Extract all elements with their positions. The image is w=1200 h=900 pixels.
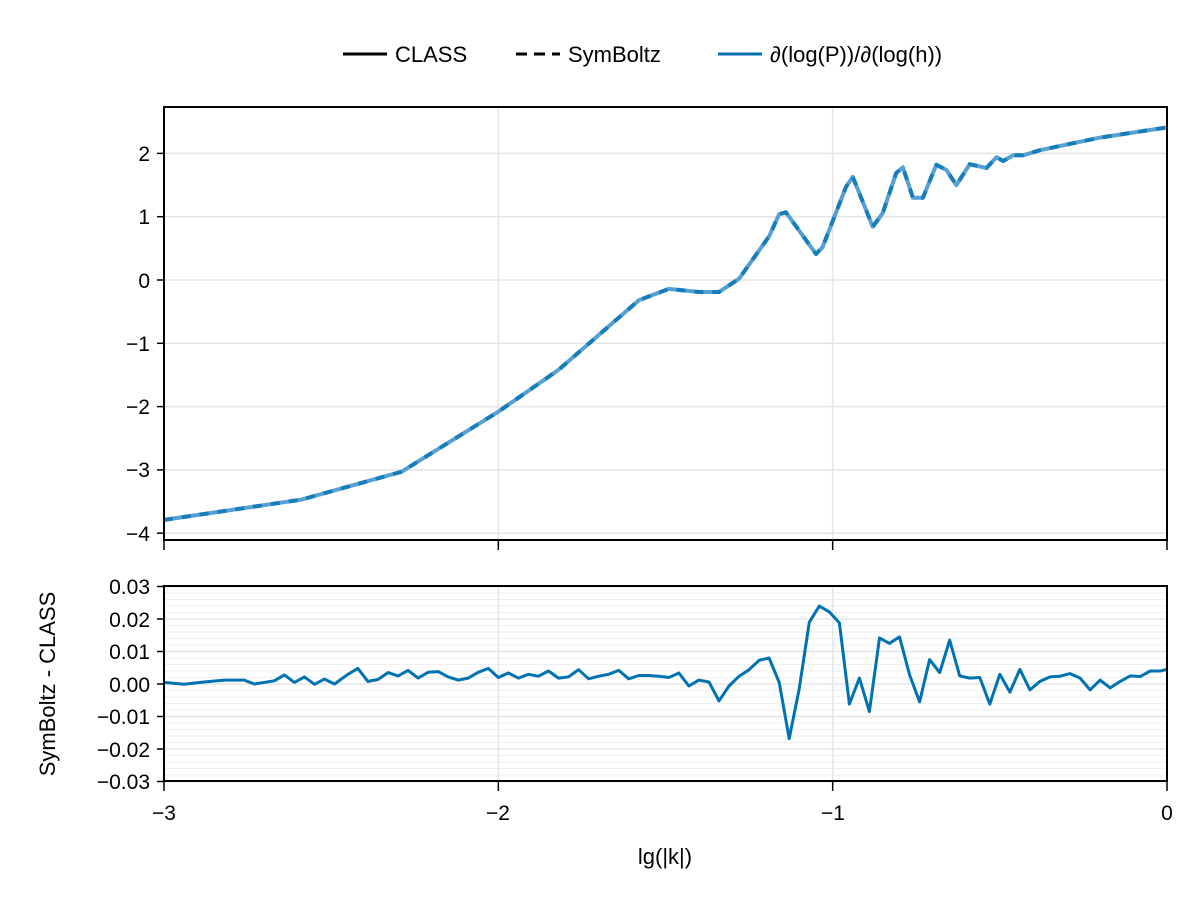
top-plot: 2 1 0 −1 −2 −3 −4 (126, 106, 1168, 550)
bottom-plot: 0.03 0.02 0.01 0.00 −0.01 −0.02 −0.03 −3… (35, 576, 1173, 869)
top-plot-ticks (157, 152, 1168, 550)
x-tick-label: −3 (152, 802, 176, 825)
bottom-plot-curves (163, 604, 1168, 741)
top-plot-grid (163, 107, 1168, 540)
y-tick-label: 0.03 (109, 576, 150, 599)
bottom-plot-grid (163, 585, 1168, 783)
top-plot-curves (163, 125, 1168, 522)
symboltz-curve (163, 125, 1168, 522)
y-tick-label: 0.01 (109, 641, 150, 664)
legend-item-derivative: ∂(log(P))/∂(log(h)) (718, 42, 942, 67)
legend-label-derivative: ∂(log(P))/∂(log(h)) (770, 42, 942, 67)
x-tick-label: −2 (486, 802, 510, 825)
y-tick-label: −2 (126, 396, 150, 419)
top-plot-frame (163, 106, 1168, 541)
y-tick-label: −0.01 (97, 706, 150, 729)
x-tick-label: −1 (821, 802, 845, 825)
bottom-plot-ticks (157, 585, 1168, 791)
legend-item-class: CLASS (343, 42, 467, 67)
y-tick-label: 0.02 (109, 609, 150, 632)
y-tick-label: 0.00 (109, 674, 150, 697)
legend-label-symboltz: SymBoltz (568, 42, 661, 67)
difference-curve (163, 604, 1168, 741)
top-plot-y-tick-labels: 2 1 0 −1 −2 −3 −4 (126, 143, 150, 546)
y-tick-label: −1 (126, 333, 150, 356)
y-tick-label: −3 (126, 459, 150, 482)
y-tick-label: −4 (126, 523, 150, 546)
x-axis-title: lg(|k|) (638, 844, 692, 869)
y-tick-label: 0 (138, 270, 150, 293)
x-tick-label: 0 (1161, 802, 1173, 825)
bottom-plot-y-tick-labels: 0.03 0.02 0.01 0.00 −0.01 −0.02 −0.03 (97, 576, 150, 794)
legend: CLASS SymBoltz ∂(log(P))/∂(log(h)) (343, 42, 942, 67)
y-tick-label: −0.02 (97, 739, 150, 762)
y-tick-label: 1 (138, 206, 150, 229)
legend-label-class: CLASS (395, 42, 467, 67)
bottom-plot-x-tick-labels: −3 −2 −1 0 (152, 802, 1173, 825)
y-tick-label: −0.03 (97, 771, 150, 794)
class-curve (163, 125, 1168, 522)
y-axis-title: SymBoltz - CLASS (35, 592, 60, 777)
y-tick-label: 2 (138, 143, 150, 166)
legend-item-symboltz: SymBoltz (516, 42, 661, 67)
